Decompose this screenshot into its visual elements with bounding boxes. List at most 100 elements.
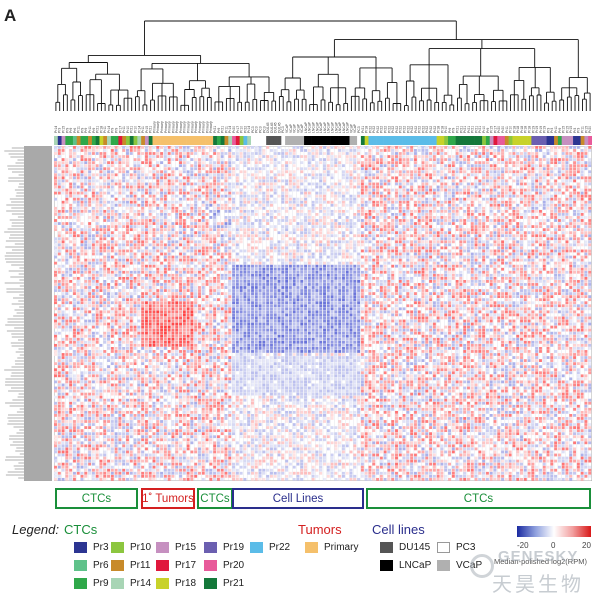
heatmap-cell [330,146,334,149]
heatmap-cell [554,206,558,210]
heatmap-cell [137,270,141,274]
heatmap-cell [182,222,186,225]
heatmap-cell [531,176,535,180]
heatmap-cell [341,209,345,213]
heatmap-cell [444,252,448,256]
heatmap-cell [410,243,414,247]
heatmap-cell [281,167,285,171]
heatmap-cell [341,203,345,207]
heatmap-cell [69,249,73,253]
heatmap-cell [576,225,580,228]
heatmap-cell [54,167,57,171]
heatmap-cell [319,209,323,213]
heatmap-cell [258,270,262,274]
heatmap-cell [319,161,323,165]
heatmap-cell [91,249,95,253]
heatmap-cell [197,234,201,238]
heatmap-cell [421,191,425,195]
sample-label: Pr11 [224,126,228,133]
heatmap-cell [512,173,516,177]
heatmap-cell [588,231,592,235]
heatmap-cell [80,234,84,238]
sample-label: Pr3 [550,128,554,133]
heatmap-cell [470,255,474,259]
heatmap-cell [262,152,266,155]
heatmap-cell [372,185,376,189]
heatmap-cell [341,173,345,177]
heatmap-cell [436,179,440,183]
sample-label: VCaP [289,123,293,133]
heatmap-cell [410,261,414,265]
heatmap-cell [205,155,209,158]
heatmap-cell [304,176,308,180]
heatmap-cell [197,191,201,195]
heatmap-cell [186,216,190,219]
heatmap-cell [57,231,61,235]
heatmap-cell [527,243,531,247]
heatmap-cell [91,252,95,256]
heatmap-cell [546,173,550,177]
heatmap-cell [133,219,137,222]
heatmap-cell [254,182,258,186]
sample-label: Pr9 [217,128,221,133]
heatmap-cell [156,213,160,216]
heatmap-cell [182,234,186,238]
heatmap-cell [432,203,436,207]
heatmap-cell [205,213,209,216]
heatmap-cell [573,155,577,158]
heatmap-cell [54,191,57,195]
heatmap-cell [448,249,451,253]
heatmap-cell [379,249,383,253]
heatmap-cell [349,164,353,168]
heatmap-cell [107,255,110,259]
heatmap-cell [334,225,338,228]
sample-label: DU145 [270,122,274,133]
heatmap-cell [364,213,368,216]
heatmap-cell [148,222,152,225]
heatmap-cell [137,243,141,247]
heatmap-cell [95,185,99,189]
heatmap-cell [451,161,455,165]
heatmap-cell [129,176,133,180]
heatmap-cell [220,206,224,210]
heatmap-cell [61,176,65,180]
heatmap-cell [478,164,482,168]
heatmap-cell [440,185,444,189]
heatmap-cell [285,179,289,183]
sample-color-cell [182,136,187,145]
heatmap-cell [186,146,190,149]
heatmap-cell [292,249,296,253]
heatmap-cell [69,252,73,256]
heatmap-cell [588,146,592,149]
heatmap-cell [508,264,512,268]
heatmap-cell [573,255,577,259]
heatmap-cell [288,176,292,180]
heatmap-cell [512,219,516,222]
heatmap-cell [478,203,482,207]
heatmap-cell [391,170,395,174]
heatmap-cell [448,191,451,195]
heatmap-cell [444,209,448,213]
heatmap-cell [489,185,493,189]
heatmap-cell [133,194,137,198]
heatmap-cell [557,237,561,241]
heatmap-cell [300,219,304,222]
heatmap-cell [288,231,292,235]
heatmap-cell [88,146,92,149]
heatmap-cell [186,176,190,180]
heatmap-cell [512,152,516,155]
heatmap-cell [281,246,285,250]
heatmap-cell [493,173,497,177]
heatmap-cell [425,152,429,155]
heatmap-cell [247,194,251,198]
heatmap-cell [573,209,577,213]
heatmap-cell [137,197,141,201]
sample-color-cell [57,136,62,145]
heatmap-cell [239,194,243,198]
heatmap-cell [398,252,402,256]
heatmap-cell [266,231,270,235]
heatmap-cell [54,209,57,213]
heatmap-cell [213,173,217,177]
heatmap-cell [224,270,228,274]
sample-label: Pr18 [440,126,444,133]
